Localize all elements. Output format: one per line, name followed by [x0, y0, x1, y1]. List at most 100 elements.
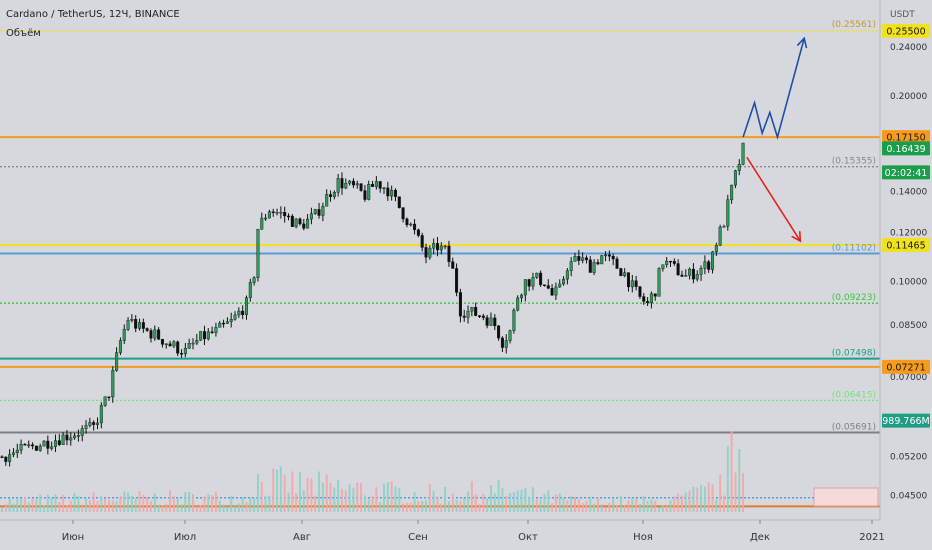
level-badge-2-text: 0.17150 — [886, 133, 925, 144]
candle — [546, 279, 550, 290]
candle — [138, 318, 142, 331]
candle — [325, 189, 329, 207]
candle-body-down — [420, 235, 424, 248]
candle-body-up — [153, 329, 157, 339]
candle — [15, 443, 19, 458]
volume-bar — [130, 496, 133, 512]
volume-bar — [661, 505, 664, 512]
candle-body-down — [176, 341, 180, 354]
candle-body-down — [413, 223, 417, 231]
volume-bar — [604, 507, 607, 512]
candle — [432, 238, 436, 255]
volume-bar — [436, 496, 439, 512]
candle-body-up — [409, 223, 413, 226]
volume-value-badge: 989.766M — [882, 413, 930, 428]
volume-bar — [738, 449, 741, 512]
candle — [107, 396, 111, 401]
candle — [69, 432, 73, 446]
candle — [718, 224, 722, 247]
candle — [554, 282, 558, 300]
volume-bar — [650, 499, 653, 512]
candle-body-up — [665, 260, 669, 265]
volume-bar — [58, 501, 61, 512]
candle — [604, 251, 608, 262]
candle — [619, 267, 623, 277]
candle-body-up — [61, 434, 65, 445]
volume-bar — [474, 494, 477, 512]
candle-body-up — [443, 245, 447, 248]
candle-body-up — [27, 444, 31, 447]
candle-body-up — [733, 170, 737, 186]
candle-body-up — [99, 405, 103, 424]
candle-body-up — [699, 268, 703, 275]
volume-bar — [127, 492, 130, 512]
volume-bar — [256, 473, 259, 512]
candle — [27, 440, 31, 448]
candle — [329, 190, 333, 202]
candle-body-up — [206, 331, 210, 340]
candle-body-up — [195, 340, 199, 344]
candle-body-up — [439, 245, 443, 251]
candle — [443, 244, 447, 250]
candle-body-down — [607, 254, 611, 257]
candle — [500, 336, 504, 352]
volume-bar — [726, 446, 729, 512]
volume-bar — [325, 474, 328, 512]
candle — [691, 263, 695, 284]
volume-bar — [69, 500, 72, 512]
forecast-arrow-down[interactable] — [746, 156, 802, 242]
volume-bar — [16, 497, 19, 512]
candle-body-down — [462, 315, 466, 318]
x-tick-label: Сен — [408, 532, 428, 543]
volume-bar — [596, 497, 599, 512]
candle — [455, 263, 459, 297]
candle-body-up — [657, 268, 661, 297]
candle-body-down — [401, 207, 405, 220]
volume-bar — [180, 504, 183, 512]
candle — [393, 188, 397, 202]
volume-bar — [646, 500, 649, 512]
candle — [317, 202, 321, 219]
candle-body-up — [183, 347, 187, 355]
candle — [676, 259, 680, 276]
volume-bar — [318, 471, 321, 512]
forecast-arrows[interactable] — [742, 36, 808, 243]
volume-bar — [340, 488, 343, 512]
volume-bar — [218, 500, 221, 512]
volume-bar — [478, 503, 481, 512]
volume-bar — [635, 498, 638, 512]
candle — [508, 329, 512, 344]
volume-bar — [226, 506, 229, 512]
candle-body-down — [287, 215, 291, 218]
volume-bar — [203, 496, 206, 512]
candle-body-up — [126, 320, 130, 330]
candle-body-up — [688, 268, 692, 276]
candle — [397, 196, 401, 209]
candle — [168, 340, 172, 347]
volume-bar — [344, 490, 347, 512]
candle-body-up — [630, 280, 634, 288]
candle — [435, 236, 439, 257]
volume-bar — [447, 501, 450, 512]
volume-bar — [455, 499, 458, 512]
volume-bar — [509, 492, 512, 512]
candle-body-down — [92, 422, 96, 425]
volume-bar — [321, 482, 324, 512]
forecast-arrow-up[interactable] — [742, 38, 805, 140]
candle — [462, 309, 466, 322]
candle — [233, 311, 237, 321]
volume-bar — [451, 493, 454, 512]
candle — [359, 183, 363, 192]
candle — [615, 256, 619, 269]
candle-body-up — [600, 255, 604, 265]
volume-bar — [470, 481, 473, 512]
candle — [73, 432, 77, 440]
candle-body-up — [535, 272, 539, 278]
candle — [371, 180, 375, 187]
candle — [191, 338, 195, 350]
volume-bar — [329, 483, 332, 512]
candle — [187, 338, 191, 349]
candle-body-down — [638, 286, 642, 297]
volume-bar — [516, 490, 519, 512]
